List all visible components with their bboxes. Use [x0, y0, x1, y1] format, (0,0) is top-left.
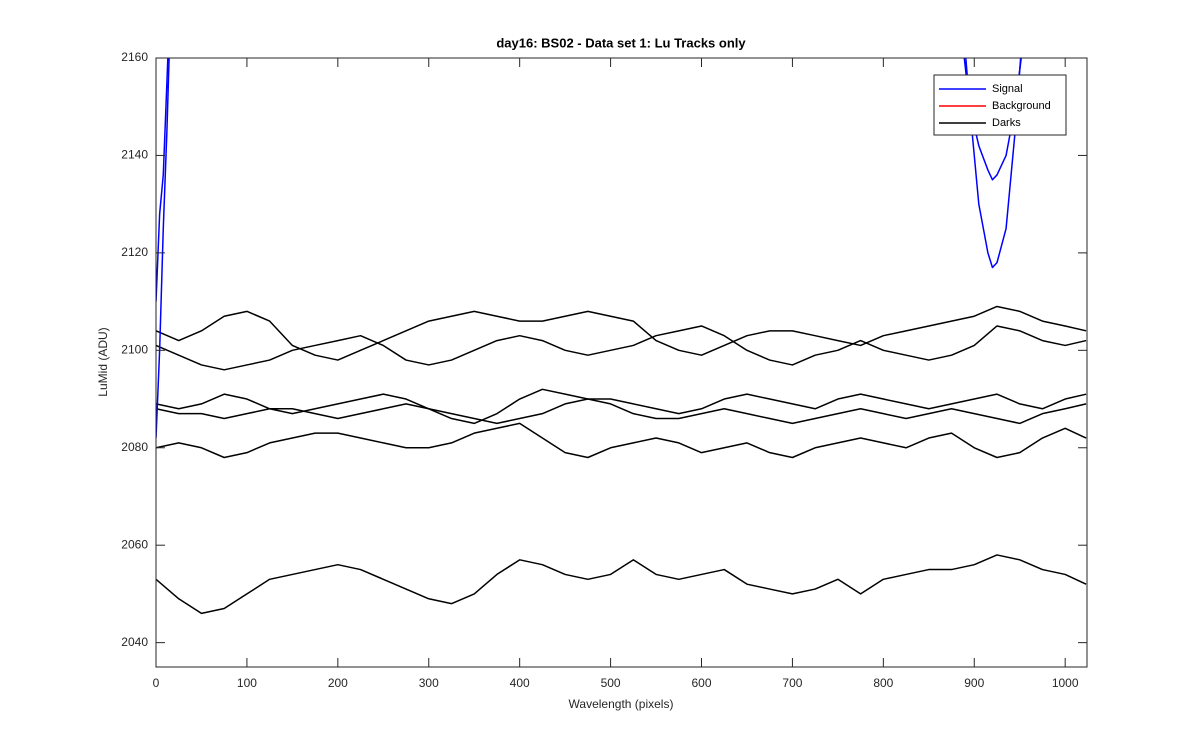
y-tick-label: 2140 [121, 148, 148, 162]
x-tick-label: 900 [964, 676, 984, 690]
lines [156, 58, 1087, 615]
data-line [156, 388, 1087, 425]
data-line [156, 325, 1087, 371]
y-axis-label: LuMid (ADU) [96, 327, 110, 396]
y-tick-label: 2080 [121, 440, 148, 454]
data-line [156, 398, 1087, 425]
y-tick-label: 2100 [121, 342, 148, 356]
x-tick-label: 100 [237, 676, 257, 690]
data-line [156, 554, 1087, 615]
legend-label: Background [992, 100, 1051, 112]
x-tick-label: 600 [691, 676, 711, 690]
chart-title: day16: BS02 - Data set 1: Lu Tracks only [496, 35, 746, 50]
y-tick-label: 2160 [121, 50, 148, 64]
x-tick-label: 500 [601, 676, 621, 690]
data-line [156, 305, 1087, 361]
x-tick-label: 400 [510, 676, 530, 690]
axes-box [155, 57, 1088, 668]
plot-area [156, 58, 1087, 667]
y-tick-label: 2040 [121, 635, 148, 649]
x-tick-label: 0 [153, 676, 160, 690]
legend-box [933, 74, 1067, 136]
x-tick-label: 700 [782, 676, 802, 690]
legend-label: Signal [992, 83, 1023, 95]
y-tick-label: 2120 [121, 245, 148, 259]
data-line [156, 422, 1087, 459]
x-tick-label: 300 [419, 676, 439, 690]
x-axis-label: Wavelength (pixels) [569, 697, 674, 711]
legend-label: Darks [992, 117, 1021, 129]
x-tick-label: 800 [873, 676, 893, 690]
x-tick-label: 1000 [1052, 676, 1079, 690]
y-tick-label: 2060 [121, 537, 148, 551]
x-tick-label: 200 [328, 676, 348, 690]
